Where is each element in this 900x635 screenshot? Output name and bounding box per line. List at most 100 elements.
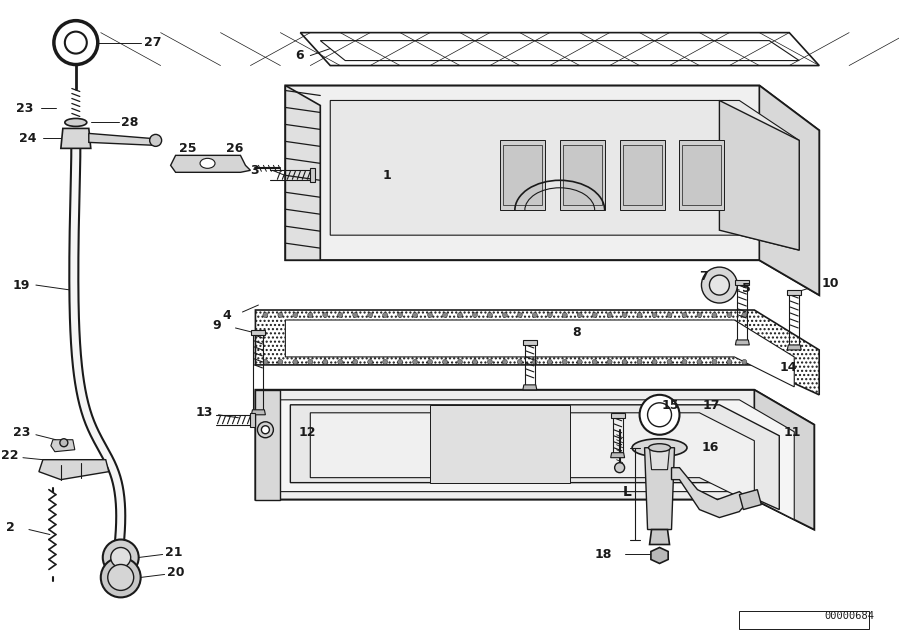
Circle shape [592,359,598,364]
Text: 9: 9 [212,319,221,333]
Circle shape [709,275,729,295]
Circle shape [667,312,672,318]
Polygon shape [682,145,722,205]
Circle shape [263,312,268,318]
Text: 24: 24 [19,132,36,145]
Text: 12: 12 [298,426,316,439]
Polygon shape [671,467,750,518]
Polygon shape [623,145,662,205]
Circle shape [54,21,98,65]
Circle shape [278,312,283,318]
Circle shape [382,359,388,364]
Text: 26: 26 [227,142,244,155]
Text: 11: 11 [783,426,801,439]
Polygon shape [89,133,156,145]
Polygon shape [256,390,281,500]
Polygon shape [285,320,794,387]
Circle shape [149,135,162,147]
Circle shape [608,312,612,318]
Text: 21: 21 [165,546,182,559]
Circle shape [697,312,702,318]
Circle shape [667,359,672,364]
Circle shape [472,359,477,364]
Text: 2: 2 [6,521,14,534]
Polygon shape [610,413,625,418]
Circle shape [640,395,680,435]
Text: 3: 3 [250,164,259,177]
Polygon shape [650,448,670,470]
Polygon shape [610,453,625,458]
Circle shape [562,312,567,318]
Circle shape [412,312,418,318]
Circle shape [652,359,657,364]
Circle shape [257,422,274,438]
Circle shape [622,359,627,364]
Circle shape [592,312,598,318]
Polygon shape [310,413,754,505]
Text: 4: 4 [222,309,231,321]
Circle shape [368,312,373,318]
Circle shape [60,439,68,446]
Circle shape [727,312,732,318]
Polygon shape [330,100,799,250]
Circle shape [712,359,717,364]
Circle shape [562,359,567,364]
Polygon shape [523,385,536,390]
Polygon shape [39,460,109,479]
Circle shape [697,359,702,364]
Circle shape [323,359,328,364]
Circle shape [577,359,582,364]
Text: 19: 19 [13,279,31,291]
Ellipse shape [65,119,86,126]
Polygon shape [500,140,544,210]
Circle shape [547,359,553,364]
Circle shape [615,463,625,472]
Circle shape [278,359,283,364]
Circle shape [292,312,298,318]
Text: 16: 16 [701,441,719,454]
Text: 6: 6 [295,49,304,62]
Circle shape [502,359,508,364]
Polygon shape [430,404,570,483]
Polygon shape [735,340,750,345]
Polygon shape [651,547,668,563]
Circle shape [652,312,657,318]
Polygon shape [250,413,256,427]
Polygon shape [291,404,779,509]
Polygon shape [503,145,542,205]
Polygon shape [760,86,819,295]
Polygon shape [256,390,814,530]
Circle shape [682,359,687,364]
Circle shape [338,312,343,318]
Circle shape [101,558,140,598]
Circle shape [65,32,86,53]
Circle shape [547,312,553,318]
Circle shape [428,312,433,318]
Text: L: L [623,485,632,498]
Polygon shape [281,400,794,519]
Polygon shape [560,140,605,210]
Text: 7: 7 [699,270,708,283]
Circle shape [308,312,313,318]
Circle shape [682,312,687,318]
Text: 8: 8 [572,326,581,340]
Circle shape [308,359,313,364]
Circle shape [518,312,522,318]
Circle shape [443,312,447,318]
Polygon shape [740,490,761,509]
Polygon shape [171,156,250,172]
Circle shape [338,359,343,364]
Polygon shape [735,280,750,285]
Text: 00000684: 00000684 [824,612,874,621]
Circle shape [368,359,373,364]
Text: 17: 17 [702,399,720,412]
Circle shape [111,547,130,568]
Polygon shape [619,140,664,210]
Circle shape [532,312,537,318]
Polygon shape [562,145,602,205]
Circle shape [742,359,747,364]
Text: 18: 18 [595,548,612,561]
Ellipse shape [200,158,215,168]
Circle shape [518,359,522,364]
Circle shape [292,359,298,364]
